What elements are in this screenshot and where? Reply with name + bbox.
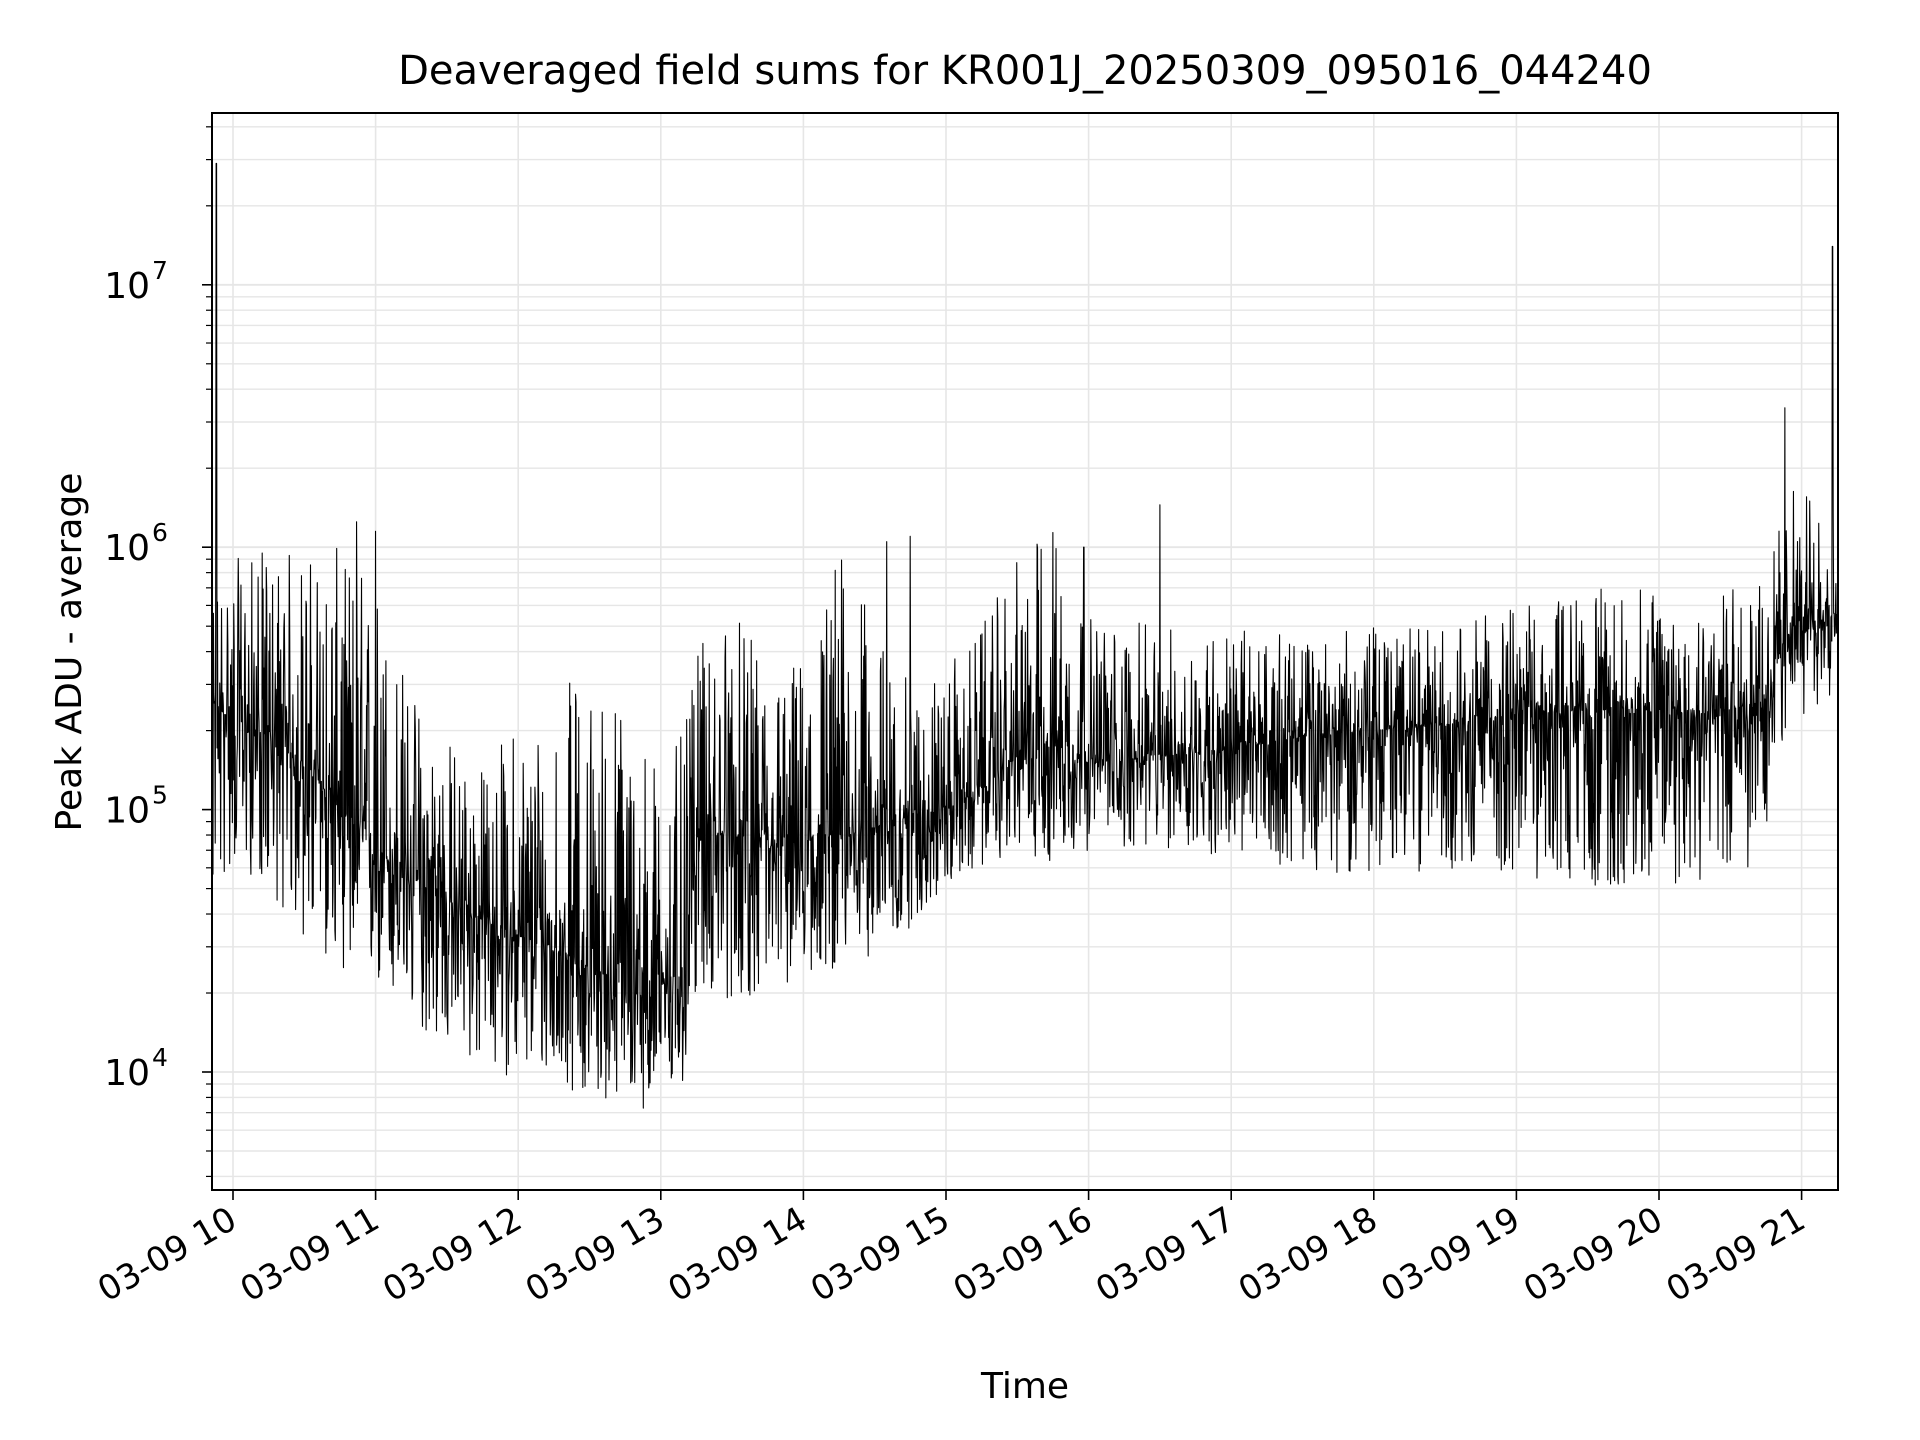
- y-axis-label: Peak ADU - average: [49, 473, 90, 832]
- y-tick-label-exponent: 4: [152, 1043, 168, 1072]
- x-axis-label: Time: [980, 1366, 1069, 1407]
- chart-title: Deaveraged field sums for KR001J_2025030…: [398, 48, 1652, 94]
- y-tick-label-exponent: 7: [152, 256, 168, 285]
- series-peak-adu: [211, 162, 1838, 1109]
- y-tick-label-exponent: 5: [152, 781, 168, 810]
- grid: [212, 113, 1838, 1190]
- y-tick-label: 10: [104, 1053, 150, 1094]
- y-tick-label: 10: [104, 791, 150, 832]
- y-tick-label: 10: [104, 528, 150, 569]
- series-line: [211, 162, 1838, 1109]
- y-tick-label-exponent: 6: [152, 518, 168, 547]
- y-tick-label: 10: [104, 266, 150, 307]
